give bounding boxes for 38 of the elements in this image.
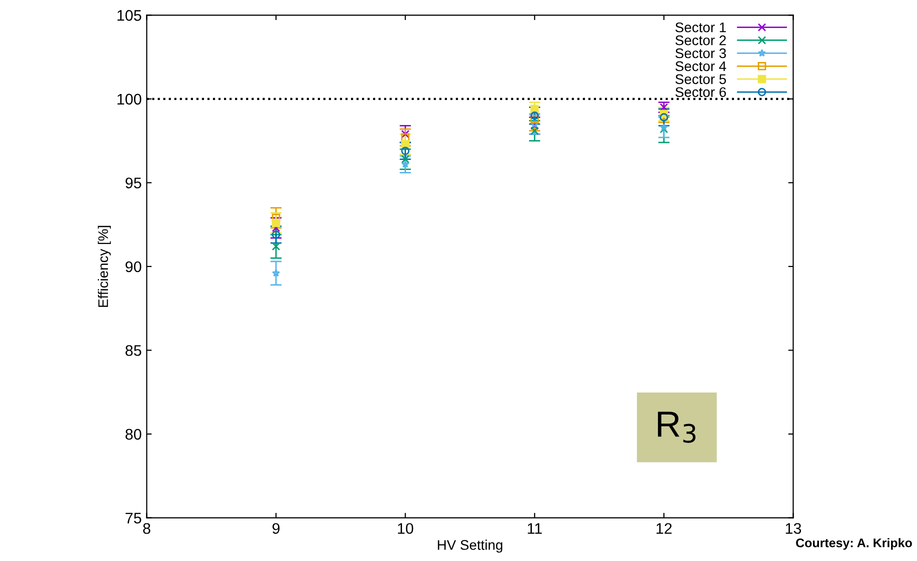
annotation: R$_{3}$ <box>658 412 696 443</box>
x-tick-label: 8 <box>143 523 150 534</box>
point <box>401 155 410 164</box>
point <box>272 230 280 239</box>
x-tick-label: 13 <box>786 523 802 534</box>
point <box>660 123 668 131</box>
legend-label: Sector 6 <box>675 87 726 98</box>
x-tick-label: 12 <box>656 523 672 534</box>
y-tick-label: 105 <box>118 10 142 21</box>
point <box>530 126 539 135</box>
point <box>272 242 280 251</box>
point <box>530 104 539 114</box>
x-tick-label: 11 <box>528 523 542 534</box>
legend-label: Sector 4 <box>675 61 726 72</box>
y-tick-label: 100 <box>118 94 142 105</box>
x-axis-title: HV Setting <box>438 540 502 553</box>
point <box>401 146 410 156</box>
y-tick-label: 80 <box>126 428 142 440</box>
point <box>401 160 410 168</box>
point <box>401 140 410 148</box>
point <box>530 114 539 124</box>
y-tick-label: 95 <box>126 178 142 188</box>
point <box>530 112 539 120</box>
y-tick-label: 85 <box>126 345 142 356</box>
legend-label: Sector 5 <box>675 74 726 84</box>
text: Courtesy: A. Kripko <box>796 538 912 550</box>
y-tick-label: 75 <box>126 512 142 524</box>
point <box>272 218 280 228</box>
legend-label: Sector 1 <box>675 22 726 32</box>
y-tick-label: 90 <box>126 261 142 272</box>
legend-label: Sector 3 <box>675 48 726 58</box>
point <box>401 130 410 138</box>
point <box>272 269 280 277</box>
point <box>401 133 410 142</box>
y-axis-title: Efficiency [%] <box>98 226 111 307</box>
x-tick-label: 9 <box>272 523 280 534</box>
x-tick-label: 10 <box>398 523 414 534</box>
legend-label: Sector 2 <box>675 35 726 46</box>
